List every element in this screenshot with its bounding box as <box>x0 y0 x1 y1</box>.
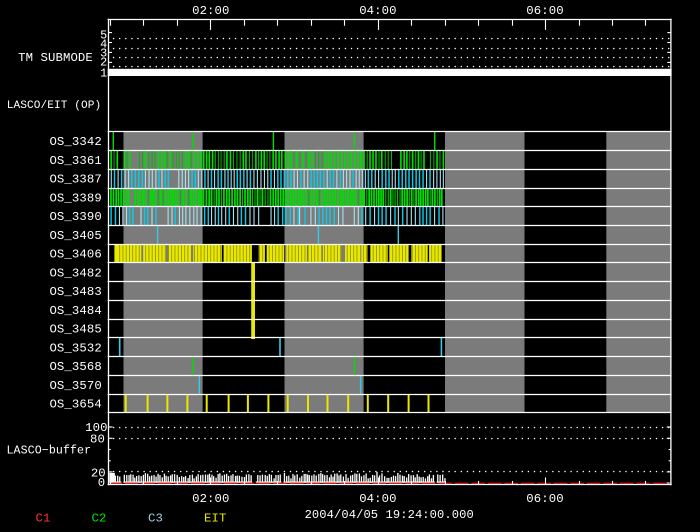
svg-text:C2: C2 <box>92 511 107 525</box>
svg-text:OS_3405: OS_3405 <box>49 229 101 243</box>
svg-text:1: 1 <box>100 66 107 80</box>
svg-text:4: 4 <box>100 38 107 52</box>
svg-text:OS_3387: OS_3387 <box>49 173 101 187</box>
svg-text:06:00: 06:00 <box>526 4 563 18</box>
svg-text:2004/04/05 19:24:00.000: 2004/04/05 19:24:00.000 <box>305 508 474 522</box>
svg-text:OS_3568: OS_3568 <box>49 360 101 374</box>
svg-text:80: 80 <box>90 433 105 447</box>
svg-text:06:00: 06:00 <box>526 492 563 506</box>
svg-text:OS_3482: OS_3482 <box>49 266 101 280</box>
svg-text:100: 100 <box>85 421 107 435</box>
svg-text:OS_3390: OS_3390 <box>49 210 101 224</box>
svg-text:OS_3361: OS_3361 <box>49 154 101 168</box>
svg-text:OS_3389: OS_3389 <box>49 191 101 205</box>
svg-text:OS_3654: OS_3654 <box>49 398 101 412</box>
svg-text:EIT: EIT <box>204 511 226 525</box>
svg-text:LASCO/EIT (OP): LASCO/EIT (OP) <box>7 100 102 112</box>
svg-text:OS_3406: OS_3406 <box>49 248 101 262</box>
svg-text:TM SUBMODE: TM SUBMODE <box>18 51 93 65</box>
svg-text:C3: C3 <box>148 511 163 525</box>
svg-text:OS_3342: OS_3342 <box>49 135 101 149</box>
svg-text:5: 5 <box>100 28 107 42</box>
svg-text:OS_3483: OS_3483 <box>49 285 101 299</box>
svg-text:OS_3484: OS_3484 <box>49 304 101 318</box>
svg-text:04:00: 04:00 <box>359 492 396 506</box>
svg-text:OS_3570: OS_3570 <box>49 379 101 393</box>
svg-text:3: 3 <box>100 47 107 61</box>
svg-text:04:00: 04:00 <box>359 4 396 18</box>
svg-text:0: 0 <box>98 476 105 490</box>
svg-text:2: 2 <box>100 56 107 70</box>
svg-text:02:00: 02:00 <box>192 492 229 506</box>
svg-text:20: 20 <box>91 467 106 481</box>
svg-text:OS_3485: OS_3485 <box>49 323 101 337</box>
svg-text:02:00: 02:00 <box>192 4 229 18</box>
svg-text:LASCO−buffer: LASCO−buffer <box>6 445 91 458</box>
svg-text:OS_3532: OS_3532 <box>49 341 101 355</box>
svg-text:C1: C1 <box>36 511 51 525</box>
